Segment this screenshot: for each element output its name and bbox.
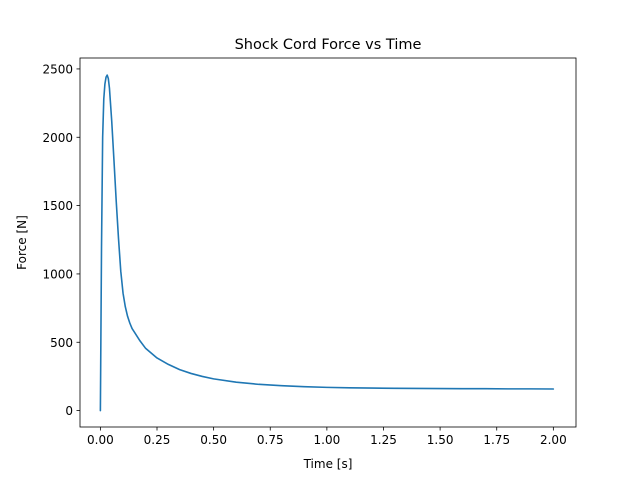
x-tick-label: 1.25 [370,433,397,447]
x-axis-label: Time [s] [303,457,353,471]
y-tick-label: 0 [65,404,73,418]
plot-area [80,58,576,427]
x-tick-label: 2.00 [540,433,567,447]
y-axis-label: Force [N] [15,215,29,270]
series-layer [99,74,555,412]
x-tick-label: 1.50 [427,433,454,447]
y-tick-label: 2500 [42,62,73,76]
y-tick-label: 1000 [42,267,73,281]
y-axis-ticks: 0 500 1000 1500 2000 2500 [42,62,80,418]
x-tick-label: 0.50 [200,433,227,447]
plot-frame [79,57,577,428]
x-tick-label: 0.25 [144,433,171,447]
y-tick-label: 500 [50,336,73,350]
x-tick-label: 0.00 [87,433,114,447]
x-tick-label: 1.75 [483,433,510,447]
chart-title: Shock Cord Force vs Time [235,37,422,53]
y-tick-label: 1500 [42,199,73,213]
force-series-line [99,74,555,412]
y-tick-label: 2000 [42,131,73,145]
x-axis-ticks: 0.00 0.25 0.50 0.75 1.00 1.25 1.50 1.75 2.00 [87,427,567,447]
x-tick-label: 0.75 [257,433,284,447]
x-tick-label: 1.00 [314,433,341,447]
